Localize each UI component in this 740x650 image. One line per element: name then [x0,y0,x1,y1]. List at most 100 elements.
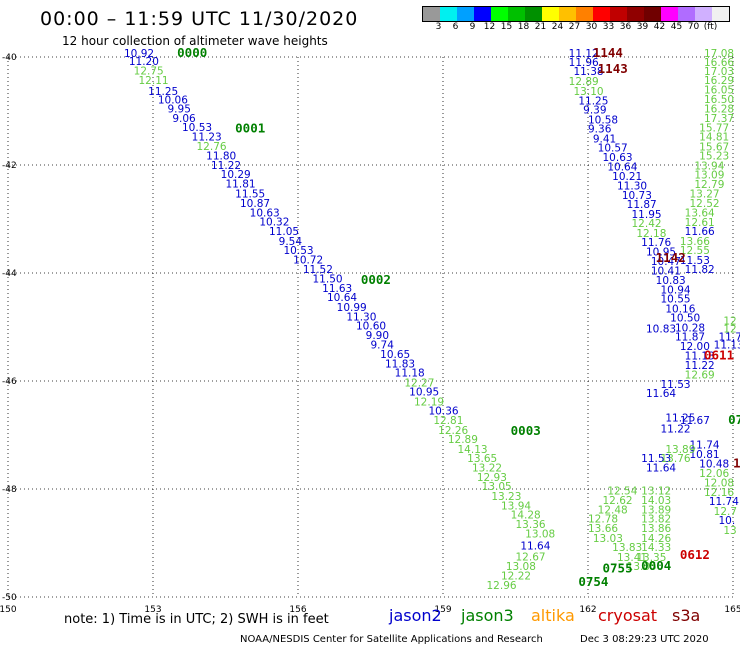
wave-height-value: 11.76 [641,237,671,249]
wave-height-value: 13.05 [627,561,657,573]
pass-time-label: 1142 [656,250,686,265]
wave-height-value: 12.19 [414,396,444,408]
wave-height-value: 15.77 [699,123,729,135]
wave-height-value: 15.67 [699,141,729,153]
wave-height-value: 16.05 [704,85,734,97]
wave-height-value: 12.26 [438,425,468,437]
wave-height-value: 16.29 [704,75,734,87]
wave-height-value: 11.53 [641,453,671,465]
pass-time-label: 0002 [361,272,391,287]
wave-height-value: 13.94 [694,160,724,172]
wave-height-value: 11.76 [719,332,740,344]
wave-height-value: 12.06 [699,468,729,480]
wave-height-value: 11.22 [661,423,691,435]
wave-height-value: 11.30 [617,180,647,192]
wave-height-value: 10.16 [665,303,695,315]
wave-height-value: 11.53 [680,255,710,267]
wave-height-value: 15.23 [699,151,729,163]
wave-height-value: 11.25 [148,86,178,98]
color-scale-label: 3 [435,22,442,32]
color-swatch [474,7,491,21]
pass-time-label: 0612 [680,547,710,562]
pass-time-label: 0004 [641,558,671,573]
wave-height-value: 13.64 [685,207,715,219]
wave-height-value: 12.78 [588,513,618,525]
wave-height-value: 9.54 [279,236,303,248]
wave-height-value: 12.79 [694,179,724,191]
color-scale-bar [422,6,730,22]
wave-height-value: 14.81 [699,132,729,144]
wave-height-value: 10.55 [661,294,691,306]
wave-height-value: 12.7 [714,506,737,518]
wave-height-value: 11.87 [627,199,657,211]
lat-tick-label: -46 [2,377,17,387]
color-scale-label: 36 [619,22,632,32]
color-swatch [491,7,508,21]
wave-height-value: 12.89 [448,434,478,446]
wave-height-value: 10.83 [646,323,676,335]
wave-height-value: 11.66 [685,226,715,238]
wave-height-value: 11.50 [313,274,343,286]
wave-height-value: 10.48 [699,458,729,470]
color-scale-label: 42 [653,22,666,32]
wave-height-value: 13.23 [491,491,521,503]
color-scale-label: 12 [483,22,496,32]
wave-height-value: 12.22 [501,571,531,583]
color-swatch [644,7,661,21]
wave-height-value: 17.03 [704,66,734,78]
wave-height-value: 16.66 [704,57,734,69]
wave-height-value: 13.89 [641,504,671,516]
wave-height-value: 11.23 [192,132,222,144]
lat-tick-label: -42 [2,161,17,171]
satellite-jason3-label: jason3 [461,606,514,625]
wave-height-value: 13 [723,525,736,537]
wave-height-value: 10.53 [284,245,314,257]
wave-height-value: 11.30 [346,312,376,324]
wave-height-value: 9.06 [172,113,196,125]
wave-height-value: 12.16 [704,487,734,499]
lon-tick-label: 162 [579,605,596,615]
wave-height-value: 10.95 [409,387,439,399]
wave-height-value: 10.87 [240,198,270,210]
wave-height-value: 11.81 [226,179,256,191]
wave-height-value: 14.28 [511,510,541,522]
wave-height-value: 10.63 [603,152,633,164]
wave-height-value: 13.27 [690,188,720,200]
wave-height-value: 12.08 [704,477,734,489]
lon-tick-label: 153 [144,605,161,615]
wave-height-value: 13.35 [636,552,666,564]
color-swatch [678,7,695,21]
wave-height-value: 13.89 [665,444,695,456]
pass-time-label: 11 [733,455,740,470]
wave-height-value: 12.61 [685,217,715,229]
color-swatch [695,7,712,21]
wave-height-value: 11.55 [235,188,265,200]
wave-height-value: 10.47 [651,256,681,268]
wave-height-value: 9.90 [366,330,389,342]
wave-height-value: 11.80 [206,151,236,163]
wave-height-value: 10.95 [646,247,676,259]
color-swatch [661,7,678,21]
lat-tick-label: -40 [2,53,17,63]
wave-height-value: 10.72 [293,254,323,266]
page-subtitle: 12 hour collection of altimeter wave hei… [62,34,328,48]
wave-height-value: 12.55 [680,245,710,257]
wave-height-value: 12.93 [477,472,507,484]
wave-height-value: 10.99 [337,302,367,314]
wave-height-value: 13.76 [661,453,691,465]
wave-height-value: 13.22 [472,463,502,475]
wave-height-value: 11.64 [646,463,676,475]
wave-height-value: 12.18 [636,228,666,240]
satellite-cryosat-label: cryosat [598,606,658,625]
wave-height-value: 12.27 [404,377,434,389]
wave-height-value: 12.81 [433,415,463,427]
lat-tick-label: -44 [2,269,17,279]
wave-height-value: 11.95 [632,209,662,221]
wave-height-value: 11.64 [646,388,676,400]
wave-height-value: 13.83 [612,542,642,554]
footer-note: note: 1) Time is in UTC; 2) SWH is in fe… [64,612,329,627]
wave-height-value: 13.03 [593,533,623,545]
wave-height-value: 12 [723,323,736,335]
wave-height-value: 12.11 [139,75,169,87]
